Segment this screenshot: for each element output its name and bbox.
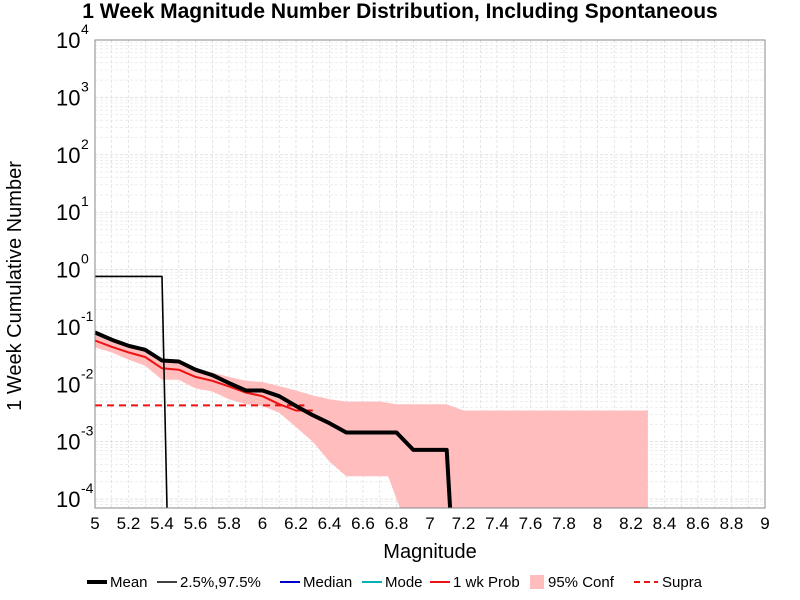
legend-label: Mode [385, 574, 423, 591]
series-line-2-5-97-5 [95, 275, 168, 509]
y-tick-base: 10 [56, 28, 80, 53]
series-line-mean [94, 330, 453, 509]
legend-label: 2.5%,97.5% [180, 574, 261, 591]
y-tick-label: 10 -4 [56, 480, 94, 512]
legend-label: 1 wk Prob [453, 574, 520, 591]
y-tick-base: 10 [56, 372, 80, 397]
legend-label: Median [303, 574, 352, 591]
y-tick-label: 10 3 [56, 78, 89, 110]
x-tick-label: 7.2 [452, 514, 476, 533]
y-tick-exponent: -4 [81, 480, 94, 496]
legend-item-supra: Supra [634, 574, 703, 591]
x-tick-label: 8.4 [653, 514, 677, 533]
x-axis-label: Magnitude [383, 541, 476, 563]
y-tick-label: 10 0 [56, 251, 89, 283]
x-tick-label: 5 [90, 514, 99, 533]
y-tick-exponent: 3 [81, 78, 89, 94]
y-tick-exponent: 4 [81, 21, 89, 37]
legend-item-mean: Mean [87, 574, 148, 591]
x-tick-label: 5.6 [184, 514, 208, 533]
x-tick-label: 6 [258, 514, 267, 533]
y-tick-label: 10 -2 [56, 365, 94, 397]
x-tick-label: 7 [425, 514, 434, 533]
x-tick-label: 8 [593, 514, 602, 533]
x-tick-label: 9 [760, 514, 769, 533]
series-lines [94, 275, 453, 509]
y-tick-base: 10 [56, 487, 80, 512]
y-tick-label: 10 4 [56, 21, 89, 53]
y-tick-label: 10 2 [56, 136, 89, 168]
y-tick-label: 10 1 [56, 193, 89, 225]
y-tick-label: 10 -1 [56, 308, 94, 340]
y-tick-exponent: 0 [81, 251, 89, 267]
legend-swatch [530, 575, 544, 589]
x-tick-label: 5.2 [117, 514, 141, 533]
legend-item-2-5-97-5: 2.5%,97.5% [157, 574, 261, 591]
legend: Mean 2.5%,97.5% Median Mode 1 wk Prob 95% Con… [87, 574, 703, 591]
legend-item-median: Median [280, 574, 352, 591]
y-tick-exponent: 1 [81, 193, 89, 209]
x-tick-label: 5.8 [217, 514, 241, 533]
legend-label: Supra [662, 574, 703, 591]
y-tick-base: 10 [56, 430, 80, 455]
plot-frame [94, 39, 766, 509]
legend-item-mode: Mode [362, 574, 423, 591]
x-tick-label: 6.4 [318, 514, 342, 533]
legend-label: 95% Conf [548, 574, 615, 591]
confidence-band-area [95, 335, 648, 508]
y-tick-exponent: -3 [81, 423, 94, 439]
x-tick-label: 8.2 [619, 514, 643, 533]
x-tick-labels: 5 5.2 5.4 5.6 5.8 6 6.2 6.4 6.6 6.8 7 7.2 7.4 7.6 7.8 8… [90, 514, 769, 533]
x-tick-label: 6.2 [284, 514, 308, 533]
legend-item-95-conf: 95% Conf [530, 574, 615, 591]
y-tick-base: 10 [56, 85, 80, 110]
x-tick-label: 7.6 [519, 514, 543, 533]
legend-label: Mean [110, 574, 148, 591]
y-tick-exponent: 2 [81, 136, 89, 152]
y-tick-exponent: -1 [81, 308, 94, 324]
x-tick-label: 6.6 [351, 514, 375, 533]
confidence-band [95, 335, 648, 508]
y-tick-base: 10 [56, 143, 80, 168]
y-tick-base: 10 [56, 315, 80, 340]
x-tick-label: 7.8 [552, 514, 576, 533]
x-tick-label: 8.6 [686, 514, 710, 533]
legend-item-1-wk-prob: 1 wk Prob [430, 574, 520, 591]
y-tick-base: 10 [56, 200, 80, 225]
y-tick-label: 10 -3 [56, 423, 94, 455]
y-tick-base: 10 [56, 258, 80, 283]
chart-title: 1 Week Magnitude Number Distribution, In… [82, 0, 717, 23]
series-line-1-wk-prob [94, 339, 313, 412]
x-tick-label: 8.8 [720, 514, 744, 533]
y-tick-exponent: -2 [81, 365, 94, 381]
x-tick-label: 6.8 [385, 514, 409, 533]
x-tick-label: 7.4 [485, 514, 509, 533]
y-axis-label: 1 Week Cumulative Number [4, 161, 26, 411]
x-tick-label: 5.4 [150, 514, 174, 533]
